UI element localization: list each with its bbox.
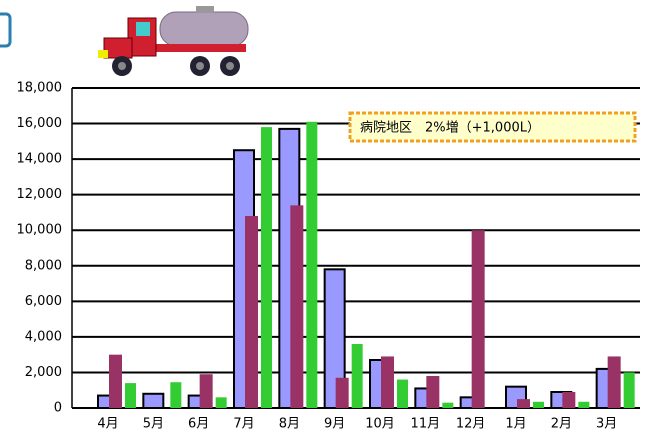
annotation-box [348,111,637,143]
bar [471,230,485,408]
y-tick-label: 6,000 [25,294,62,309]
bar [607,356,621,408]
bar [623,372,635,408]
x-tick-label: 9月 [324,417,345,432]
y-tick-label: 18,000 [17,81,63,96]
side-badge [0,12,12,48]
truck-illustration [98,6,249,76]
bar [125,383,136,408]
x-tick-label: 1月 [505,417,526,432]
y-tick-label: 12,000 [17,187,63,202]
y-tick-label: 0 [54,401,62,416]
y-tick-label: 4,000 [25,329,62,344]
bar [199,374,213,408]
x-tick-label: 2月 [551,417,572,432]
bar [323,268,346,410]
x-tick-label: 10月 [365,417,395,432]
bar [142,392,165,409]
y-tick-label: 8,000 [25,258,62,273]
x-tick-label: 6月 [188,417,209,432]
x-tick-label: 11月 [411,417,441,432]
x-tick-label: 3月 [596,417,617,432]
y-tick-label: 2,000 [25,365,62,380]
x-tick-label: 5月 [143,417,164,432]
y-tick-label: 10,000 [17,223,63,238]
bar [426,376,440,408]
bar [442,402,454,408]
bar [381,356,394,408]
bar [245,216,258,408]
bar [290,205,304,408]
y-tick-label: 16,000 [17,116,63,131]
bar [335,377,349,408]
bar [109,354,122,408]
x-tick-label: 7月 [233,417,254,432]
bar [517,399,530,408]
bar [397,379,408,408]
bar [533,401,544,408]
bar [170,382,182,408]
annotation: 病院地区 2%増（+1,000L） [360,121,540,136]
bar [261,127,272,408]
bar [562,392,576,408]
x-tick-label: 8月 [279,417,300,432]
x-tick-label: 4月 [97,417,118,432]
bar [306,121,318,409]
bar [578,401,590,408]
x-tick-label: 12月 [456,417,486,432]
bar [215,397,227,408]
y-tick-label: 14,000 [17,152,63,167]
bar [351,344,363,408]
